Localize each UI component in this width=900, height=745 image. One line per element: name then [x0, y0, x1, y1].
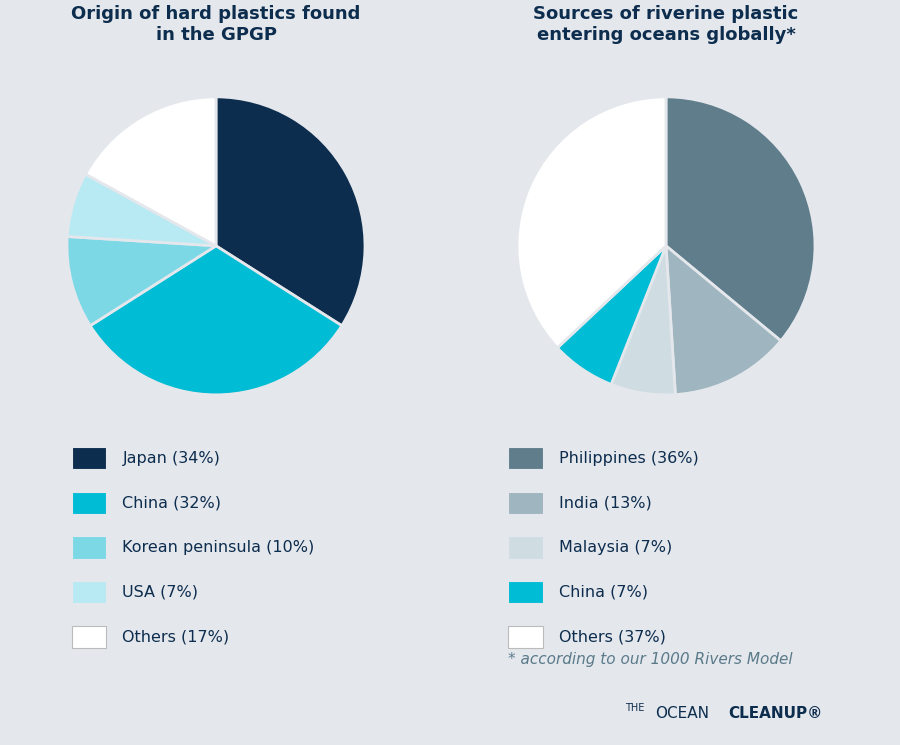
Text: Philippines (36%): Philippines (36%) — [559, 451, 698, 466]
Text: Others (17%): Others (17%) — [122, 630, 230, 644]
Text: Others (37%): Others (37%) — [559, 630, 666, 644]
Text: Japan (34%): Japan (34%) — [122, 451, 220, 466]
Text: * according to our 1000 Rivers Model: * according to our 1000 Rivers Model — [508, 652, 793, 667]
Text: Malaysia (7%): Malaysia (7%) — [559, 540, 672, 555]
Text: OCEAN: OCEAN — [655, 706, 709, 721]
Text: China (32%): China (32%) — [122, 495, 221, 510]
Title: Sources of riverine plastic
entering oceans globally*: Sources of riverine plastic entering oce… — [534, 5, 798, 44]
Wedge shape — [666, 246, 781, 395]
Text: China (7%): China (7%) — [559, 585, 648, 600]
Wedge shape — [666, 97, 815, 340]
Text: THE: THE — [626, 703, 645, 713]
Text: India (13%): India (13%) — [559, 495, 652, 510]
Title: Origin of hard plastics found
in the GPGP: Origin of hard plastics found in the GPG… — [71, 5, 361, 44]
Text: Korean peninsula (10%): Korean peninsula (10%) — [122, 540, 315, 555]
Wedge shape — [517, 97, 666, 348]
Wedge shape — [611, 246, 675, 395]
Wedge shape — [67, 236, 216, 326]
Wedge shape — [90, 246, 342, 395]
Wedge shape — [86, 97, 216, 246]
Wedge shape — [216, 97, 365, 326]
Wedge shape — [557, 246, 666, 384]
Text: CLEANUP®: CLEANUP® — [728, 706, 823, 721]
Wedge shape — [68, 174, 216, 246]
Text: USA (7%): USA (7%) — [122, 585, 198, 600]
